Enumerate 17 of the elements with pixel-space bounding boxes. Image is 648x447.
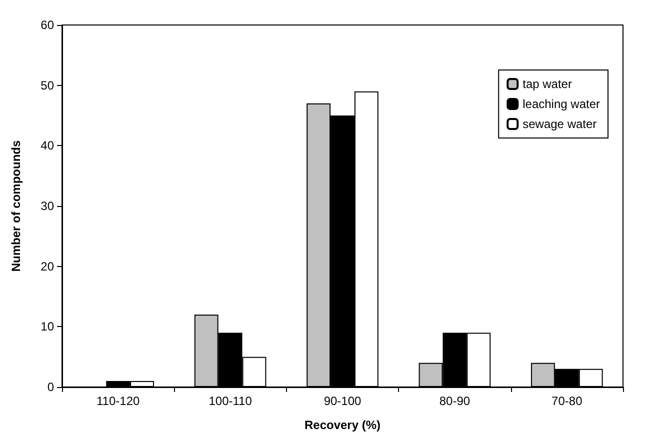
x-tick-label: 80-90 — [439, 394, 470, 408]
y-tick-label: 10 — [40, 320, 54, 334]
legend-label: sewage water — [522, 117, 597, 131]
x-axis-title: Recovery (%) — [304, 418, 381, 432]
x-tick-label: 110-120 — [96, 394, 140, 408]
y-tick-label: 60 — [40, 18, 54, 32]
y-tick-label: 20 — [40, 259, 54, 274]
legend-label: tap water — [522, 77, 572, 91]
y-tick-label: 0 — [47, 380, 54, 394]
x-tick-label: 100-110 — [208, 394, 252, 408]
x-tick-label: 90-100 — [324, 394, 362, 408]
y-axis-title: Number of compounds — [9, 140, 23, 272]
y-tick-label: 40 — [40, 138, 54, 153]
x-tick-label: 70-80 — [552, 394, 583, 408]
legend-label: leaching water — [522, 97, 600, 111]
y-tick-label: 50 — [40, 78, 54, 92]
y-tick-label: 30 — [40, 199, 54, 213]
